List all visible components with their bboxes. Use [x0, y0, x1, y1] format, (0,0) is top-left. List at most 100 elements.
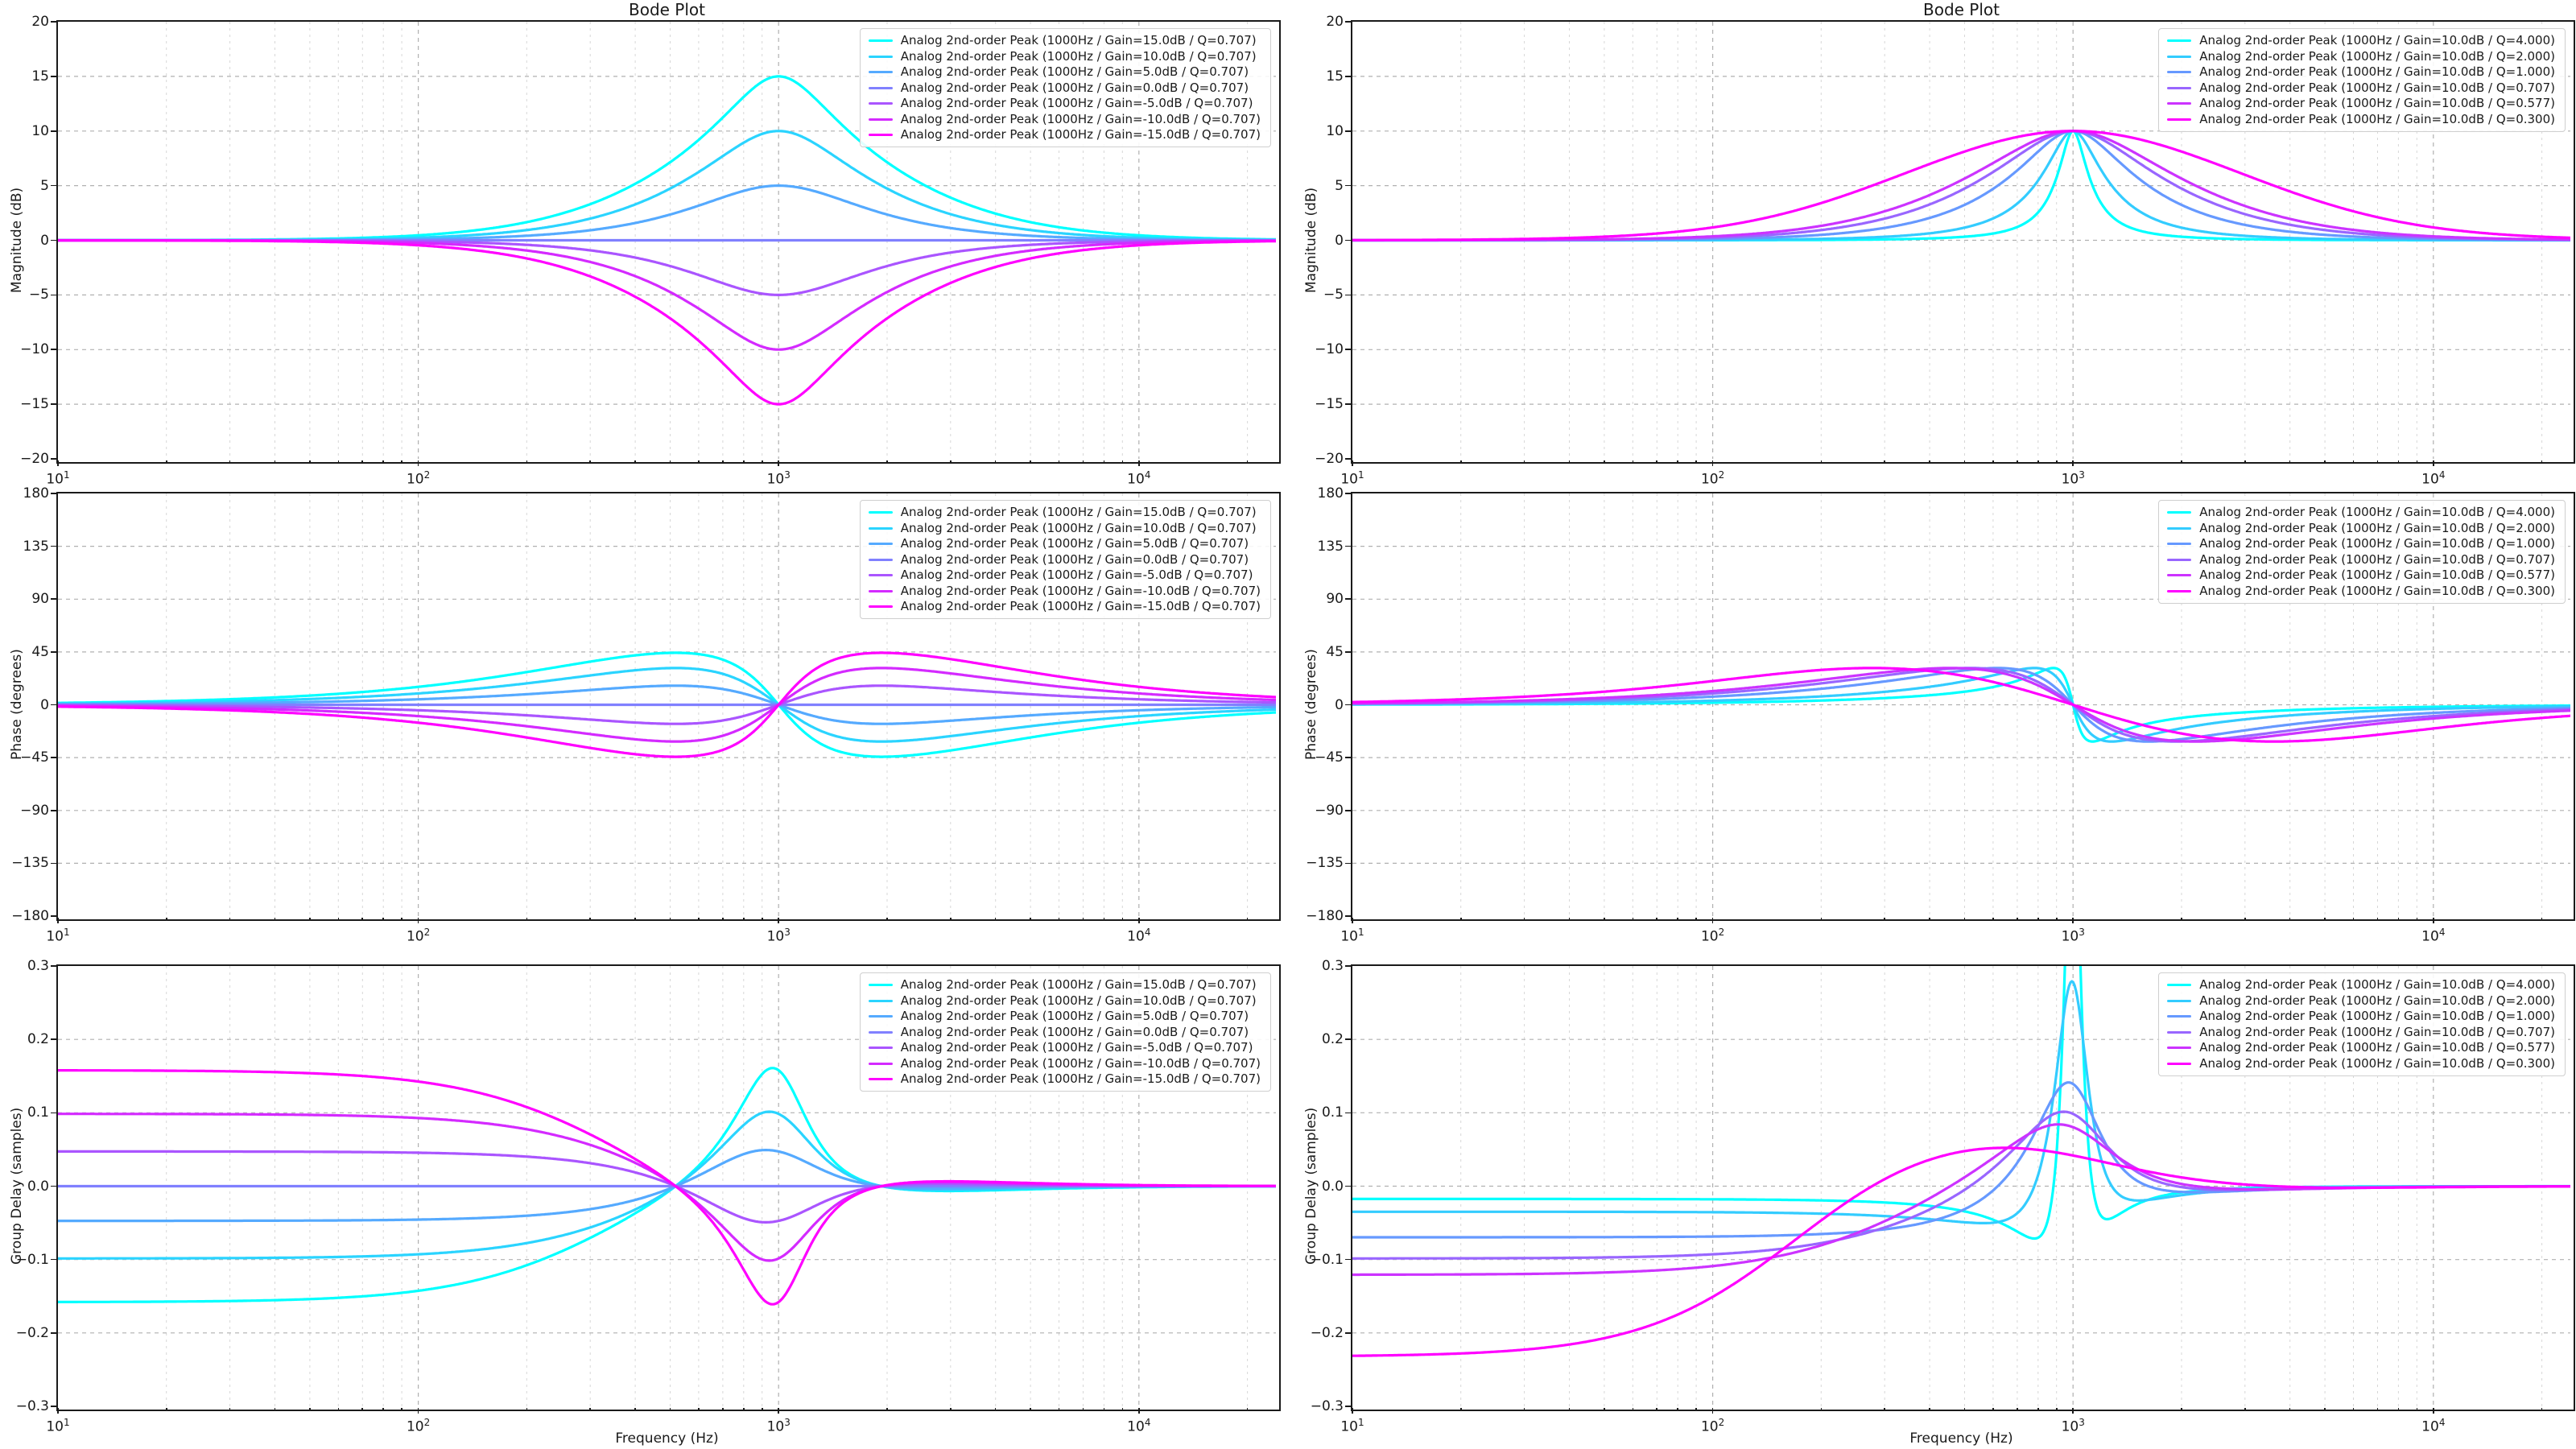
y-tick-label: −0.2 [1310, 1324, 1344, 1341]
legend-item: Analog 2nd-order Peak (1000Hz / Gain=10.… [2167, 80, 2555, 95]
minor-tick-mark [2017, 1408, 2018, 1411]
minor-tick-mark [2416, 918, 2418, 921]
minor-tick-mark [337, 1408, 340, 1411]
minor-tick-mark [401, 460, 402, 464]
series-curve [1352, 130, 2570, 242]
group_delay-canvas [1352, 966, 2570, 1406]
legend-swatch [868, 134, 893, 136]
y-tick-mark [51, 493, 56, 494]
minor-tick-mark [1030, 1408, 1031, 1411]
minor-tick-mark [1568, 918, 1571, 921]
series-curve [58, 1069, 1276, 1306]
minor-tick-mark [722, 918, 724, 921]
minor-tick-mark [1656, 918, 1658, 921]
legend-label: Analog 2nd-order Peak (1000Hz / Gain=10.… [2199, 536, 2555, 551]
minor-tick-mark [1632, 1408, 1634, 1411]
minor-tick-mark [1103, 1408, 1105, 1411]
minor-tick-mark [1677, 460, 1679, 464]
y-tick-mark [51, 651, 56, 653]
minor-tick-mark [2181, 1408, 2182, 1411]
legend-swatch [868, 86, 893, 89]
minor-tick-mark [949, 460, 952, 464]
group-delay-plot-right: 101 102 103 104 0.3 0.2 0.1 0.0 −0.1 −0.2 −0.3 Anal… [1311, 958, 2575, 1435]
minor-tick-mark [2324, 1408, 2326, 1411]
minor-tick-mark [1058, 460, 1060, 464]
legend-item: Analog 2nd-order Peak (1000Hz / Gain=-10… [868, 584, 1261, 598]
y-tick-label: 0 [1335, 696, 1344, 713]
minor-tick-mark [589, 460, 591, 464]
y-tick-label: 45 [31, 643, 49, 660]
y-tick-label: 0.2 [1321, 1031, 1344, 1048]
minor-tick-mark [274, 460, 276, 464]
minor-tick-mark [2416, 1408, 2418, 1411]
y-tick-label: −10 [20, 341, 49, 358]
ylabel-magnitude-left: Magnitude (dB) [9, 187, 25, 294]
x-tick-label: 101 [46, 927, 70, 945]
legend-swatch [868, 526, 893, 530]
y-tick-mark [51, 1332, 56, 1334]
legend-item: Analog 2nd-order Peak (1000Hz / Gain=10.… [2167, 1056, 2555, 1071]
y-tick-label: 20 [1326, 14, 1344, 30]
x-tick-label: 104 [2421, 1417, 2446, 1435]
legend-label: Analog 2nd-order Peak (1000Hz / Gain=10.… [900, 520, 1257, 535]
legend-swatch [868, 589, 893, 592]
group-delay-plot-left: 101 102 103 104 0.3 0.2 0.1 0.0 −0.1 −0.2 −0.3 Anal… [16, 958, 1281, 1435]
y-tick-label: 0.1 [1321, 1104, 1344, 1121]
legend-label: Analog 2nd-order Peak (1000Hz / Gain=15.… [900, 505, 1257, 519]
y-tick-label: 0.3 [27, 958, 49, 974]
legend-label: Analog 2nd-order Peak (1000Hz / Gain=0.0… [900, 1024, 1249, 1039]
y-tick-mark [1345, 76, 1351, 77]
legend-item: Analog 2nd-order Peak (1000Hz / Gain=10.… [868, 520, 1261, 535]
legend-item: Analog 2nd-order Peak (1000Hz / Gain=0.0… [868, 1024, 1261, 1039]
legend-swatch [2167, 999, 2192, 1002]
minor-tick-mark [526, 918, 528, 921]
y-tick-mark [51, 598, 56, 601]
legend-swatch [868, 999, 893, 1002]
legend-item: Analog 2nd-order Peak (1000Hz / Gain=10.… [868, 993, 1261, 1008]
minor-tick-mark [1695, 918, 1697, 921]
legend-swatch [2167, 1046, 2192, 1049]
y-tick-mark [51, 349, 56, 351]
minor-tick-mark [382, 1408, 385, 1411]
y-tick-mark [1345, 239, 1351, 242]
major-tick-mark [417, 918, 419, 923]
legend-item: Analog 2nd-order Peak (1000Hz / Gain=15.… [868, 505, 1261, 519]
x-tick-label: 103 [2061, 1417, 2085, 1435]
y-tick-mark [1345, 704, 1351, 706]
minor-tick-mark [1459, 918, 1462, 921]
minor-tick-mark [669, 918, 671, 921]
legend: Analog 2nd-order Peak (1000Hz / Gain=10.… [2158, 500, 2566, 604]
legend-item: Analog 2nd-order Peak (1000Hz / Gain=5.0… [868, 65, 1261, 79]
minor-tick-mark [994, 1408, 997, 1411]
series-curve [58, 667, 1276, 743]
y-tick-label: 0.3 [1321, 958, 1344, 974]
y-tick-mark [51, 1112, 56, 1114]
major-tick-mark [2433, 1408, 2434, 1414]
y-tick-mark [51, 809, 56, 811]
minor-tick-mark [589, 918, 591, 921]
legend-label: Analog 2nd-order Peak (1000Hz / Gain=-15… [900, 127, 1261, 142]
legend-label: Analog 2nd-order Peak (1000Hz / Gain=-10… [900, 111, 1261, 126]
minor-tick-mark [743, 460, 745, 464]
y-tick-label: −15 [1315, 396, 1344, 413]
x-tick-label: 103 [766, 1417, 791, 1435]
y-tick-label: 15 [1326, 68, 1344, 85]
y-tick-label: −180 [1306, 908, 1344, 924]
major-tick-mark [1352, 918, 1353, 923]
y-tick-mark [51, 76, 56, 77]
x-tick-label: 103 [766, 469, 791, 488]
legend-label: Analog 2nd-order Peak (1000Hz / Gain=10.… [2199, 505, 2555, 519]
minor-tick-mark [337, 460, 340, 464]
x-tick-label: 102 [406, 1417, 431, 1435]
minor-tick-mark [2289, 918, 2291, 921]
major-tick-mark [2072, 1408, 2074, 1414]
legend-item: Analog 2nd-order Peak (1000Hz / Gain=5.0… [868, 1009, 1261, 1023]
legend-swatch [868, 1078, 893, 1080]
minor-tick-mark [1121, 460, 1124, 464]
legend-item: Analog 2nd-order Peak (1000Hz / Gain=10.… [2167, 537, 2555, 551]
major-tick-mark [1138, 1408, 1140, 1414]
y-tick-mark [1345, 1038, 1351, 1040]
y-tick-mark [51, 403, 56, 405]
legend-swatch [2167, 1015, 2192, 1018]
minor-tick-mark [2352, 918, 2355, 921]
